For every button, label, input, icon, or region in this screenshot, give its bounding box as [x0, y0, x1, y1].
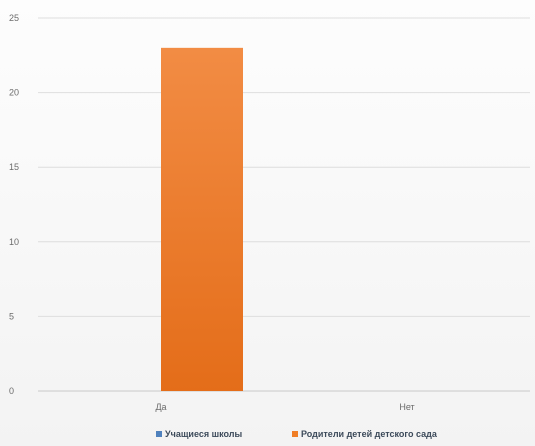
y-tick-label: 0	[9, 386, 14, 396]
x-category-label: Нет	[399, 402, 414, 412]
legend-swatch	[292, 431, 298, 437]
y-tick-label: 15	[9, 162, 19, 172]
x-category-label: Да	[155, 402, 166, 412]
y-tick-label: 5	[9, 311, 14, 321]
bars	[161, 47, 243, 392]
y-tick-label: 10	[9, 237, 19, 247]
y-axis-ticks: 0 5 10 15 20 25	[9, 13, 19, 396]
legend-entry: Родители детей детского сада	[301, 429, 438, 439]
bar-1-0	[161, 47, 243, 392]
y-tick-label: 25	[9, 13, 19, 23]
legend-swatch	[156, 431, 162, 437]
legend-entry: Учащиеся школы	[165, 429, 242, 439]
legend: Учащиеся школы Родители детей детского са…	[156, 429, 438, 439]
gridlines	[38, 17, 530, 392]
x-axis-categories: Да Нет	[155, 402, 414, 412]
y-tick-label: 20	[9, 88, 19, 98]
